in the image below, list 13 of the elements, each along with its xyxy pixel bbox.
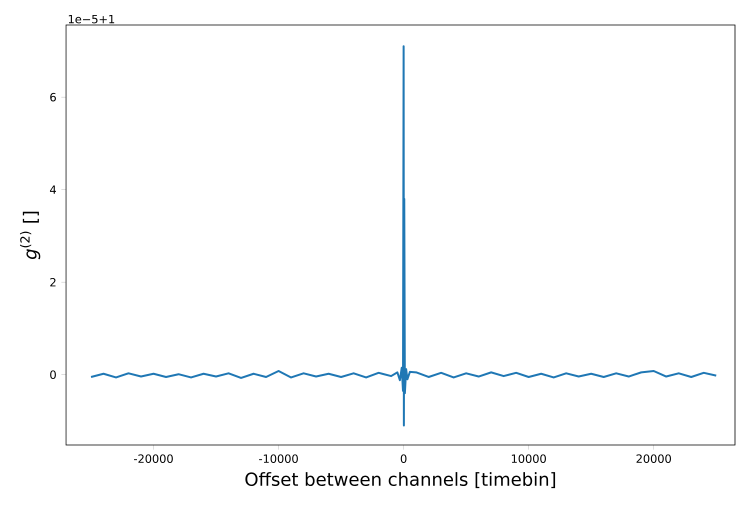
text: 1e−5+1 [68,14,114,24]
x-axis-title: Offset between channels [timebin] [245,472,556,488]
y-tick-label: 6 [50,92,56,102]
x-tick-label: 0 [400,454,406,463]
x-tick-label: -20000 [134,454,173,463]
line-series [90,45,718,427]
y-tick-label: 4 [50,186,56,194]
x-tick-label: 20000 [636,454,671,463]
y-tick-label: 2 [50,278,56,286]
x-tick-label: -10000 [259,454,298,463]
y-axis-title: g$^{(2)}$ [] [20,212,40,260]
y-tick-label: 0 [50,370,56,379]
x-tick-label: 10000 [512,454,546,463]
